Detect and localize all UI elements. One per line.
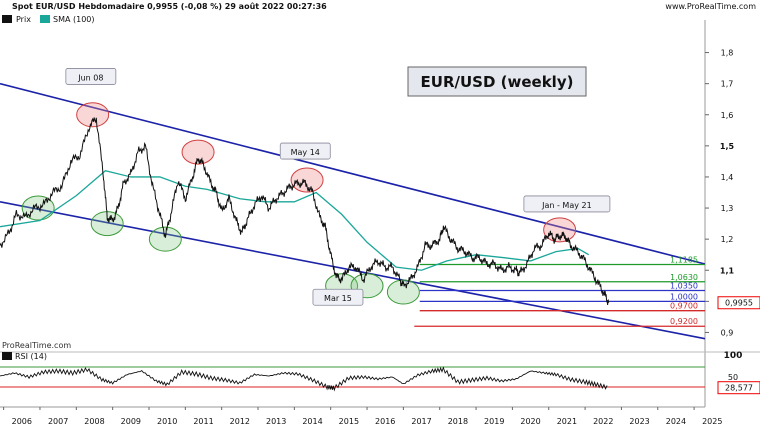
annotation-box xyxy=(312,288,364,306)
x-tick-label: 2010 xyxy=(157,417,177,426)
y-tick-label: 1,2 xyxy=(721,235,734,244)
y-tick-label: 1,6 xyxy=(721,111,734,120)
x-tick-label: 2011 xyxy=(193,417,213,426)
rsi-current-box xyxy=(717,381,760,395)
rsi-current-label: 28,577 xyxy=(725,384,753,393)
top-highlight-circle xyxy=(76,102,110,128)
rsi-legend-swatch xyxy=(2,352,12,360)
chart-title: EUR/USD (weekly) xyxy=(421,73,574,91)
rsi-line xyxy=(0,366,608,392)
x-tick-label: 2016 xyxy=(375,417,395,426)
rsi-tick-label: 100 xyxy=(724,351,743,361)
annotation-box xyxy=(65,68,117,85)
x-tick-label: 2019 xyxy=(484,417,504,426)
y-tick-label: 1,8 xyxy=(721,49,734,58)
top-highlight-circle xyxy=(181,139,215,165)
x-tick-label: 2009 xyxy=(121,417,141,426)
level-label: 1,1185 xyxy=(670,255,698,264)
x-tick-label: 2015 xyxy=(339,417,359,426)
current-price-box xyxy=(717,296,760,310)
x-tick-label: 2017 xyxy=(411,417,431,426)
top-highlight-circle xyxy=(290,167,324,193)
y-tick-label: 1,5 xyxy=(720,142,735,151)
bottom-highlight-circle xyxy=(386,279,420,305)
x-tick-label: 2008 xyxy=(84,417,104,426)
channel-line xyxy=(0,82,706,265)
legend-swatch-sma xyxy=(40,15,50,23)
price-line xyxy=(0,117,610,306)
annotation-label: Jan - May 21 xyxy=(541,201,592,210)
level-label: 0,9700 xyxy=(670,302,698,311)
legend-label-sma: SMA (100) xyxy=(53,15,95,24)
annotation-label: Mar 15 xyxy=(324,294,352,303)
x-tick-label: 2013 xyxy=(266,417,286,426)
x-tick-label: 2022 xyxy=(593,417,613,426)
x-tick-label: 2012 xyxy=(230,417,250,426)
x-tick-label: 2021 xyxy=(557,417,577,426)
x-tick-label: 2025 xyxy=(702,417,722,426)
chart-title-box xyxy=(407,66,587,97)
rsi-label: RSI (14) xyxy=(15,352,47,361)
current-price-label: 0,9955 xyxy=(725,299,753,308)
x-tick-label: 2018 xyxy=(448,417,468,426)
x-tick-label: 2007 xyxy=(48,417,68,426)
top-highlight-circle xyxy=(543,217,577,243)
chart-header-site: www.ProRealTime.com xyxy=(665,2,756,11)
level-label: 0,9200 xyxy=(670,317,698,326)
level-label: 1,0000 xyxy=(670,292,698,301)
x-tick-label: 2006 xyxy=(12,417,32,426)
annotation-box xyxy=(523,195,611,213)
x-tick-label: 2023 xyxy=(629,417,649,426)
bottom-highlight-circle xyxy=(148,226,182,252)
legend-swatch-prix xyxy=(2,15,12,23)
channel-line xyxy=(0,201,706,340)
x-tick-label: 2024 xyxy=(666,417,686,426)
annotation-box xyxy=(279,142,331,160)
sma-line xyxy=(0,170,590,271)
y-tick-label: 0,9 xyxy=(721,328,734,337)
annotation-label: Jun 08 xyxy=(77,73,103,82)
x-tick-label: 2020 xyxy=(520,417,540,426)
level-label: 1,0630 xyxy=(670,273,698,282)
annotation-label: May 14 xyxy=(291,148,320,157)
watermark-label: ProRealTime.com xyxy=(2,341,71,350)
rsi-tick-label: 50 xyxy=(728,373,738,382)
legend-label-prix: Prix xyxy=(16,15,31,24)
x-tick-label: 2014 xyxy=(302,417,322,426)
y-tick-label: 1,3 xyxy=(721,204,734,213)
level-label: 1,0350 xyxy=(670,281,698,290)
y-tick-label: 1,1 xyxy=(720,266,735,275)
y-tick-label: 1,4 xyxy=(721,173,734,182)
chart-header-title: Spot EUR/USD Hebdomadaire 0,9955 (-0,08 … xyxy=(12,2,327,11)
y-tick-label: 1,7 xyxy=(721,80,734,89)
